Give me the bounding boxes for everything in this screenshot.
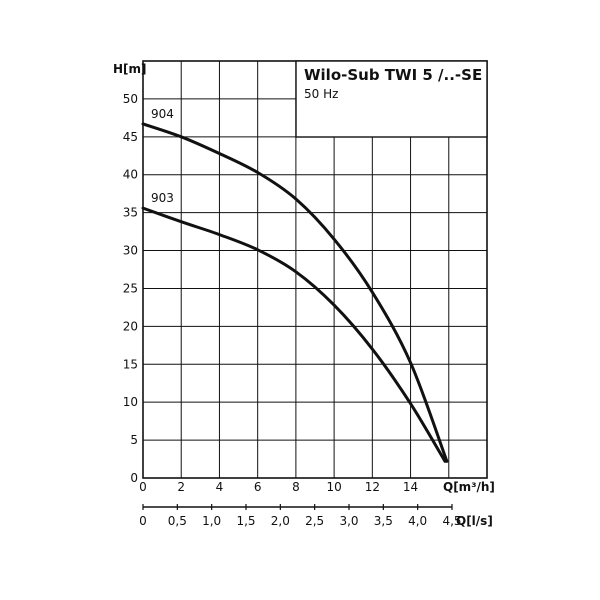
x-tick-label: 2: [177, 480, 185, 494]
curve-label-903: 903: [151, 191, 174, 205]
x2-tick-label: 1,0: [202, 514, 221, 528]
x2-tick-label: 3,0: [339, 514, 358, 528]
y-tick-label: 5: [130, 433, 138, 447]
x2-axis-label: Q[l/s]: [456, 514, 493, 528]
x-axis-ticks: 0 2 4 6 8 10 12 14: [139, 480, 418, 494]
x2-tick-label: 3,5: [374, 514, 393, 528]
x2-tick-label: 2,0: [271, 514, 290, 528]
x-tick-label: 10: [326, 480, 341, 494]
grid: [143, 61, 487, 478]
y-tick-label: 0: [130, 471, 138, 485]
x-tick-label: 8: [292, 480, 300, 494]
x-tick-label: 4: [216, 480, 224, 494]
x2-tick-label: 4,0: [408, 514, 427, 528]
y-tick-label: 35: [123, 206, 138, 220]
curve-903: [141, 206, 447, 463]
chart-subtitle: 50 Hz: [304, 87, 338, 101]
x-axis-label: Q[m³/h]: [443, 480, 495, 494]
x-tick-label: 0: [139, 480, 147, 494]
curve-904: [141, 122, 449, 463]
x-tick-label: 12: [365, 480, 380, 494]
curves: 904 903: [141, 107, 449, 463]
x2-tick-label: 2,5: [305, 514, 324, 528]
y-tick-label: 30: [123, 244, 138, 258]
y-tick-label: 40: [123, 168, 138, 182]
chart-title: Wilo-Sub TWI 5 /..-SE: [304, 66, 482, 84]
y-tick-label: 10: [123, 395, 138, 409]
x2-tick-label: 4,5: [442, 514, 461, 528]
y-axis-ticks: 0 5 10 15 20 25 30 35 40 45 50: [123, 92, 138, 485]
x-tick-label: 14: [403, 480, 418, 494]
curve-label-904: 904: [151, 107, 174, 121]
title-box: [295, 60, 488, 138]
y-tick-label: 45: [123, 130, 138, 144]
x2-tick-label: 1,5: [236, 514, 255, 528]
y-tick-label: 15: [123, 357, 138, 371]
y-tick-label: 25: [123, 281, 138, 295]
y-tick-label: 50: [123, 92, 138, 106]
y-axis-label: H[m]: [113, 62, 147, 76]
x2-tick-label: 0: [139, 514, 147, 528]
x2-tick-label: 0,5: [168, 514, 187, 528]
y-tick-label: 20: [123, 319, 138, 333]
x-tick-label: 6: [254, 480, 262, 494]
